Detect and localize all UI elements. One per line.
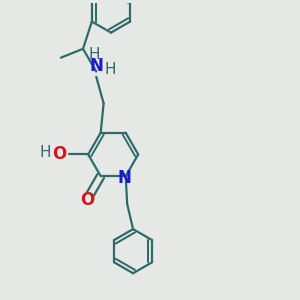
Text: O: O: [52, 146, 67, 164]
Text: N: N: [118, 169, 131, 188]
Text: O: O: [80, 191, 94, 209]
Text: H: H: [40, 145, 51, 160]
Text: H: H: [105, 62, 116, 77]
Text: H: H: [88, 47, 100, 62]
Text: N: N: [89, 57, 103, 75]
